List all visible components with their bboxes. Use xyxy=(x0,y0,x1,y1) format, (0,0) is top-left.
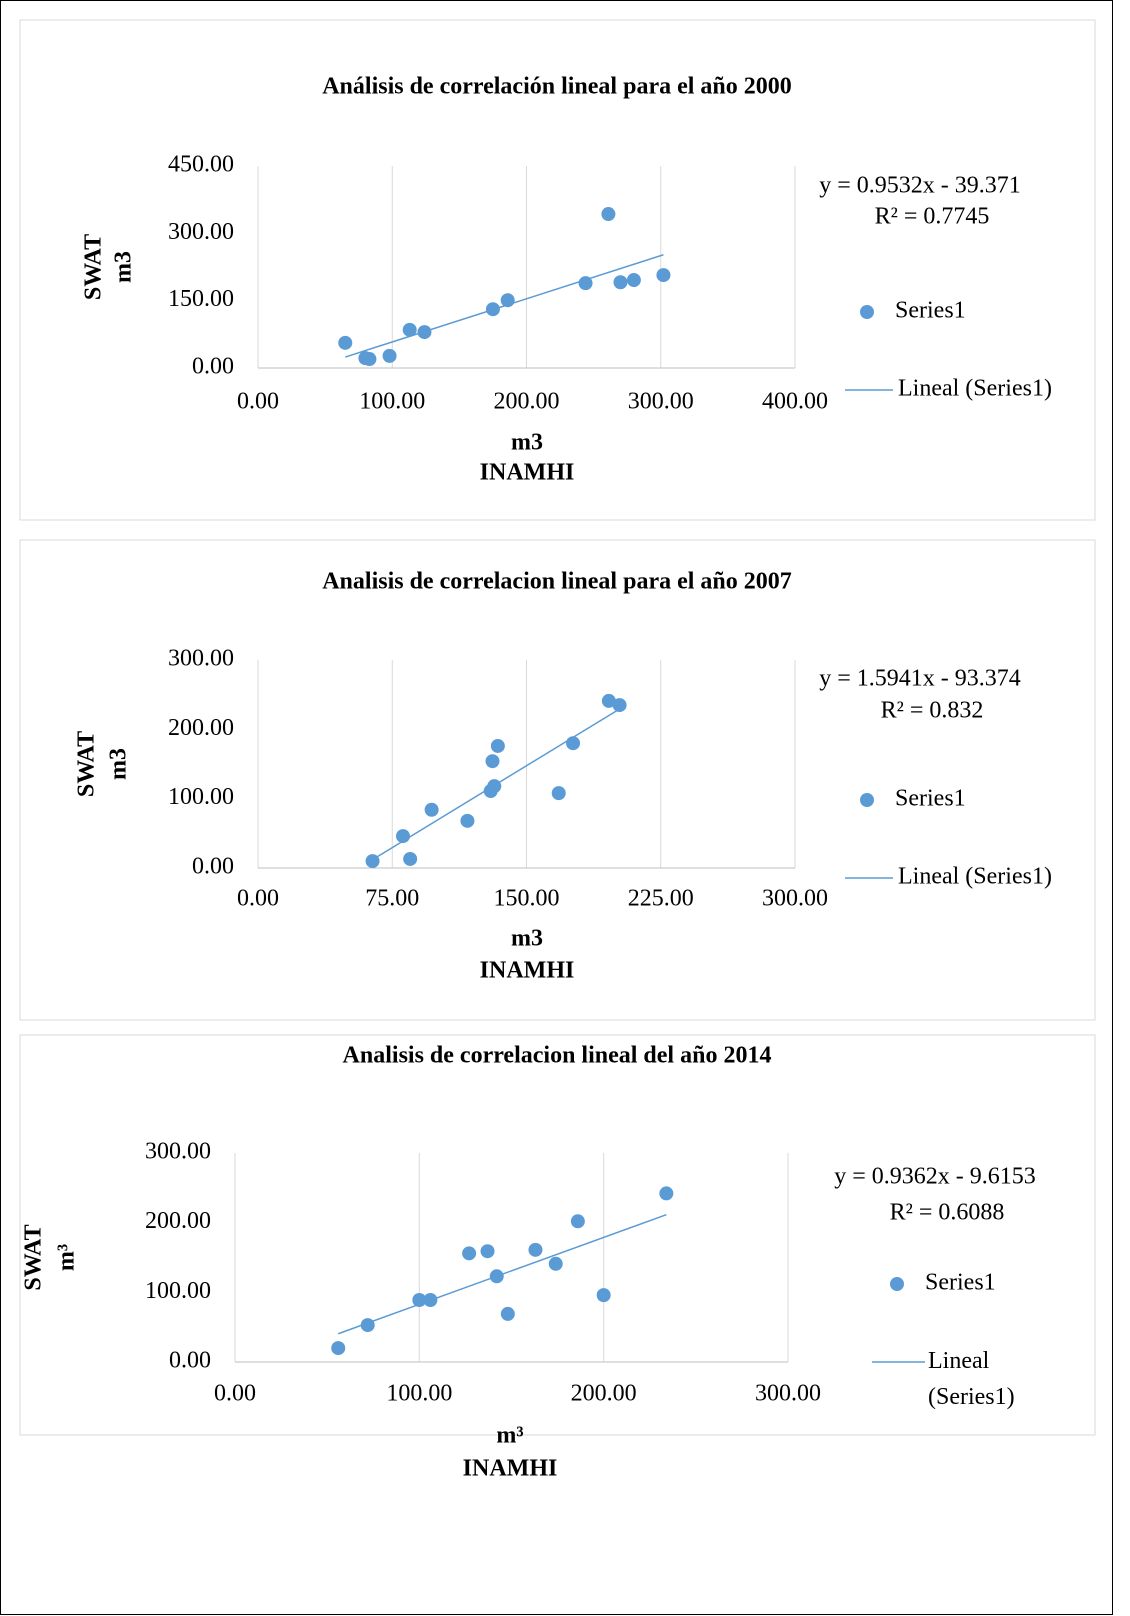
point xyxy=(500,1306,515,1321)
y-axis-title: SWAT xyxy=(81,234,107,300)
y-tick-label: 0.00 xyxy=(192,854,234,880)
y-tick-label: 0.00 xyxy=(169,1348,211,1374)
point xyxy=(460,813,475,828)
x-axis-title: m3 xyxy=(511,430,543,456)
y-axis-title: m3 xyxy=(111,251,137,283)
y-axis-title: SWAT xyxy=(21,1224,47,1290)
legend-label: Lineal (Series1) xyxy=(898,376,1052,402)
y-tick-label: 300.00 xyxy=(168,646,234,672)
y-tick-label: 0.00 xyxy=(192,354,234,380)
point xyxy=(659,1186,674,1201)
point xyxy=(613,275,628,290)
y-axis-title: m³ xyxy=(54,1244,80,1271)
point xyxy=(338,335,353,350)
point xyxy=(424,802,439,817)
x-tick-label: 100.00 xyxy=(386,1381,452,1407)
trendline-equation: y = 1.5941x - 93.374 xyxy=(819,666,1021,692)
chart-title: Analisis de correlacion lineal para el a… xyxy=(322,569,792,595)
x-tick-label: 0.00 xyxy=(214,1381,256,1407)
chart-title: Análisis de correlación lineal para el a… xyxy=(322,74,792,100)
point xyxy=(601,207,616,222)
trendline-r2: R² = 0.7745 xyxy=(875,204,990,230)
point xyxy=(570,1214,585,1229)
legend-label: Series1 xyxy=(895,298,966,324)
point xyxy=(485,754,500,769)
legend-label: Lineal (Series1) xyxy=(928,1348,1015,1410)
point xyxy=(487,779,502,794)
trendline-equation: y = 0.9362x - 9.6153 xyxy=(834,1164,1036,1190)
point xyxy=(485,302,500,317)
x-axis-title: m3 xyxy=(511,926,543,952)
point xyxy=(548,1256,563,1271)
point xyxy=(626,273,641,288)
x-tick-label: 0.00 xyxy=(237,886,279,912)
point xyxy=(395,829,410,844)
legend-label: Series1 xyxy=(925,1270,996,1296)
y-tick-label: 300.00 xyxy=(168,219,234,245)
legend-marker xyxy=(860,305,874,319)
y-axis-title: SWAT xyxy=(74,731,100,797)
point xyxy=(362,352,377,367)
x-axis-title: m³ xyxy=(496,1423,523,1449)
legend-marker xyxy=(890,1277,904,1291)
point xyxy=(566,736,581,751)
trendline-r2: R² = 0.832 xyxy=(881,698,984,724)
legend-label: Series1 xyxy=(895,786,966,812)
point xyxy=(417,325,432,340)
x-tick-label: 150.00 xyxy=(494,886,560,912)
point xyxy=(528,1242,543,1257)
point xyxy=(402,322,417,337)
point xyxy=(403,851,418,866)
chart-frame xyxy=(19,539,1096,1021)
x-axis-title: INAMHI xyxy=(463,1456,558,1482)
y-tick-label: 200.00 xyxy=(145,1208,211,1234)
point xyxy=(500,293,515,308)
legend-label: Lineal (Series1) xyxy=(898,864,1052,890)
y-tick-label: 300.00 xyxy=(145,1139,211,1165)
legend-marker xyxy=(860,793,874,807)
point xyxy=(382,348,397,363)
y-tick-label: 150.00 xyxy=(168,286,234,312)
y-tick-label: 100.00 xyxy=(168,784,234,810)
y-tick-label: 100.00 xyxy=(145,1278,211,1304)
point xyxy=(551,786,566,801)
y-tick-label: 200.00 xyxy=(168,715,234,741)
x-axis-title: INAMHI xyxy=(480,958,575,984)
x-tick-label: 300.00 xyxy=(628,389,694,415)
point xyxy=(412,1292,427,1307)
chart-title: Analisis de correlacion lineal del año 2… xyxy=(343,1043,772,1069)
x-tick-label: 300.00 xyxy=(755,1381,821,1407)
point xyxy=(360,1318,375,1333)
point xyxy=(612,698,627,713)
point xyxy=(489,1269,504,1284)
point xyxy=(578,276,593,291)
x-tick-label: 75.00 xyxy=(365,886,419,912)
x-tick-label: 200.00 xyxy=(494,389,560,415)
x-tick-label: 0.00 xyxy=(237,389,279,415)
point xyxy=(490,738,505,753)
chart-frame xyxy=(19,19,1096,521)
x-tick-label: 100.00 xyxy=(359,389,425,415)
y-axis-title: m3 xyxy=(106,748,132,780)
point xyxy=(656,268,671,283)
y-tick-label: 450.00 xyxy=(168,152,234,178)
point xyxy=(331,1341,346,1356)
point xyxy=(462,1246,477,1261)
point xyxy=(596,1288,611,1303)
chart-frame xyxy=(19,1034,1096,1436)
point xyxy=(423,1292,438,1307)
trendline-r2: R² = 0.6088 xyxy=(890,1200,1005,1226)
point xyxy=(601,693,616,708)
point xyxy=(365,854,380,869)
trendline-equation: y = 0.9532x - 39.371 xyxy=(819,173,1021,199)
x-tick-label: 400.00 xyxy=(762,389,828,415)
point xyxy=(480,1244,495,1259)
x-tick-label: 300.00 xyxy=(762,886,828,912)
x-tick-label: 225.00 xyxy=(628,886,694,912)
x-tick-label: 200.00 xyxy=(571,1381,637,1407)
x-axis-title: INAMHI xyxy=(480,460,575,486)
